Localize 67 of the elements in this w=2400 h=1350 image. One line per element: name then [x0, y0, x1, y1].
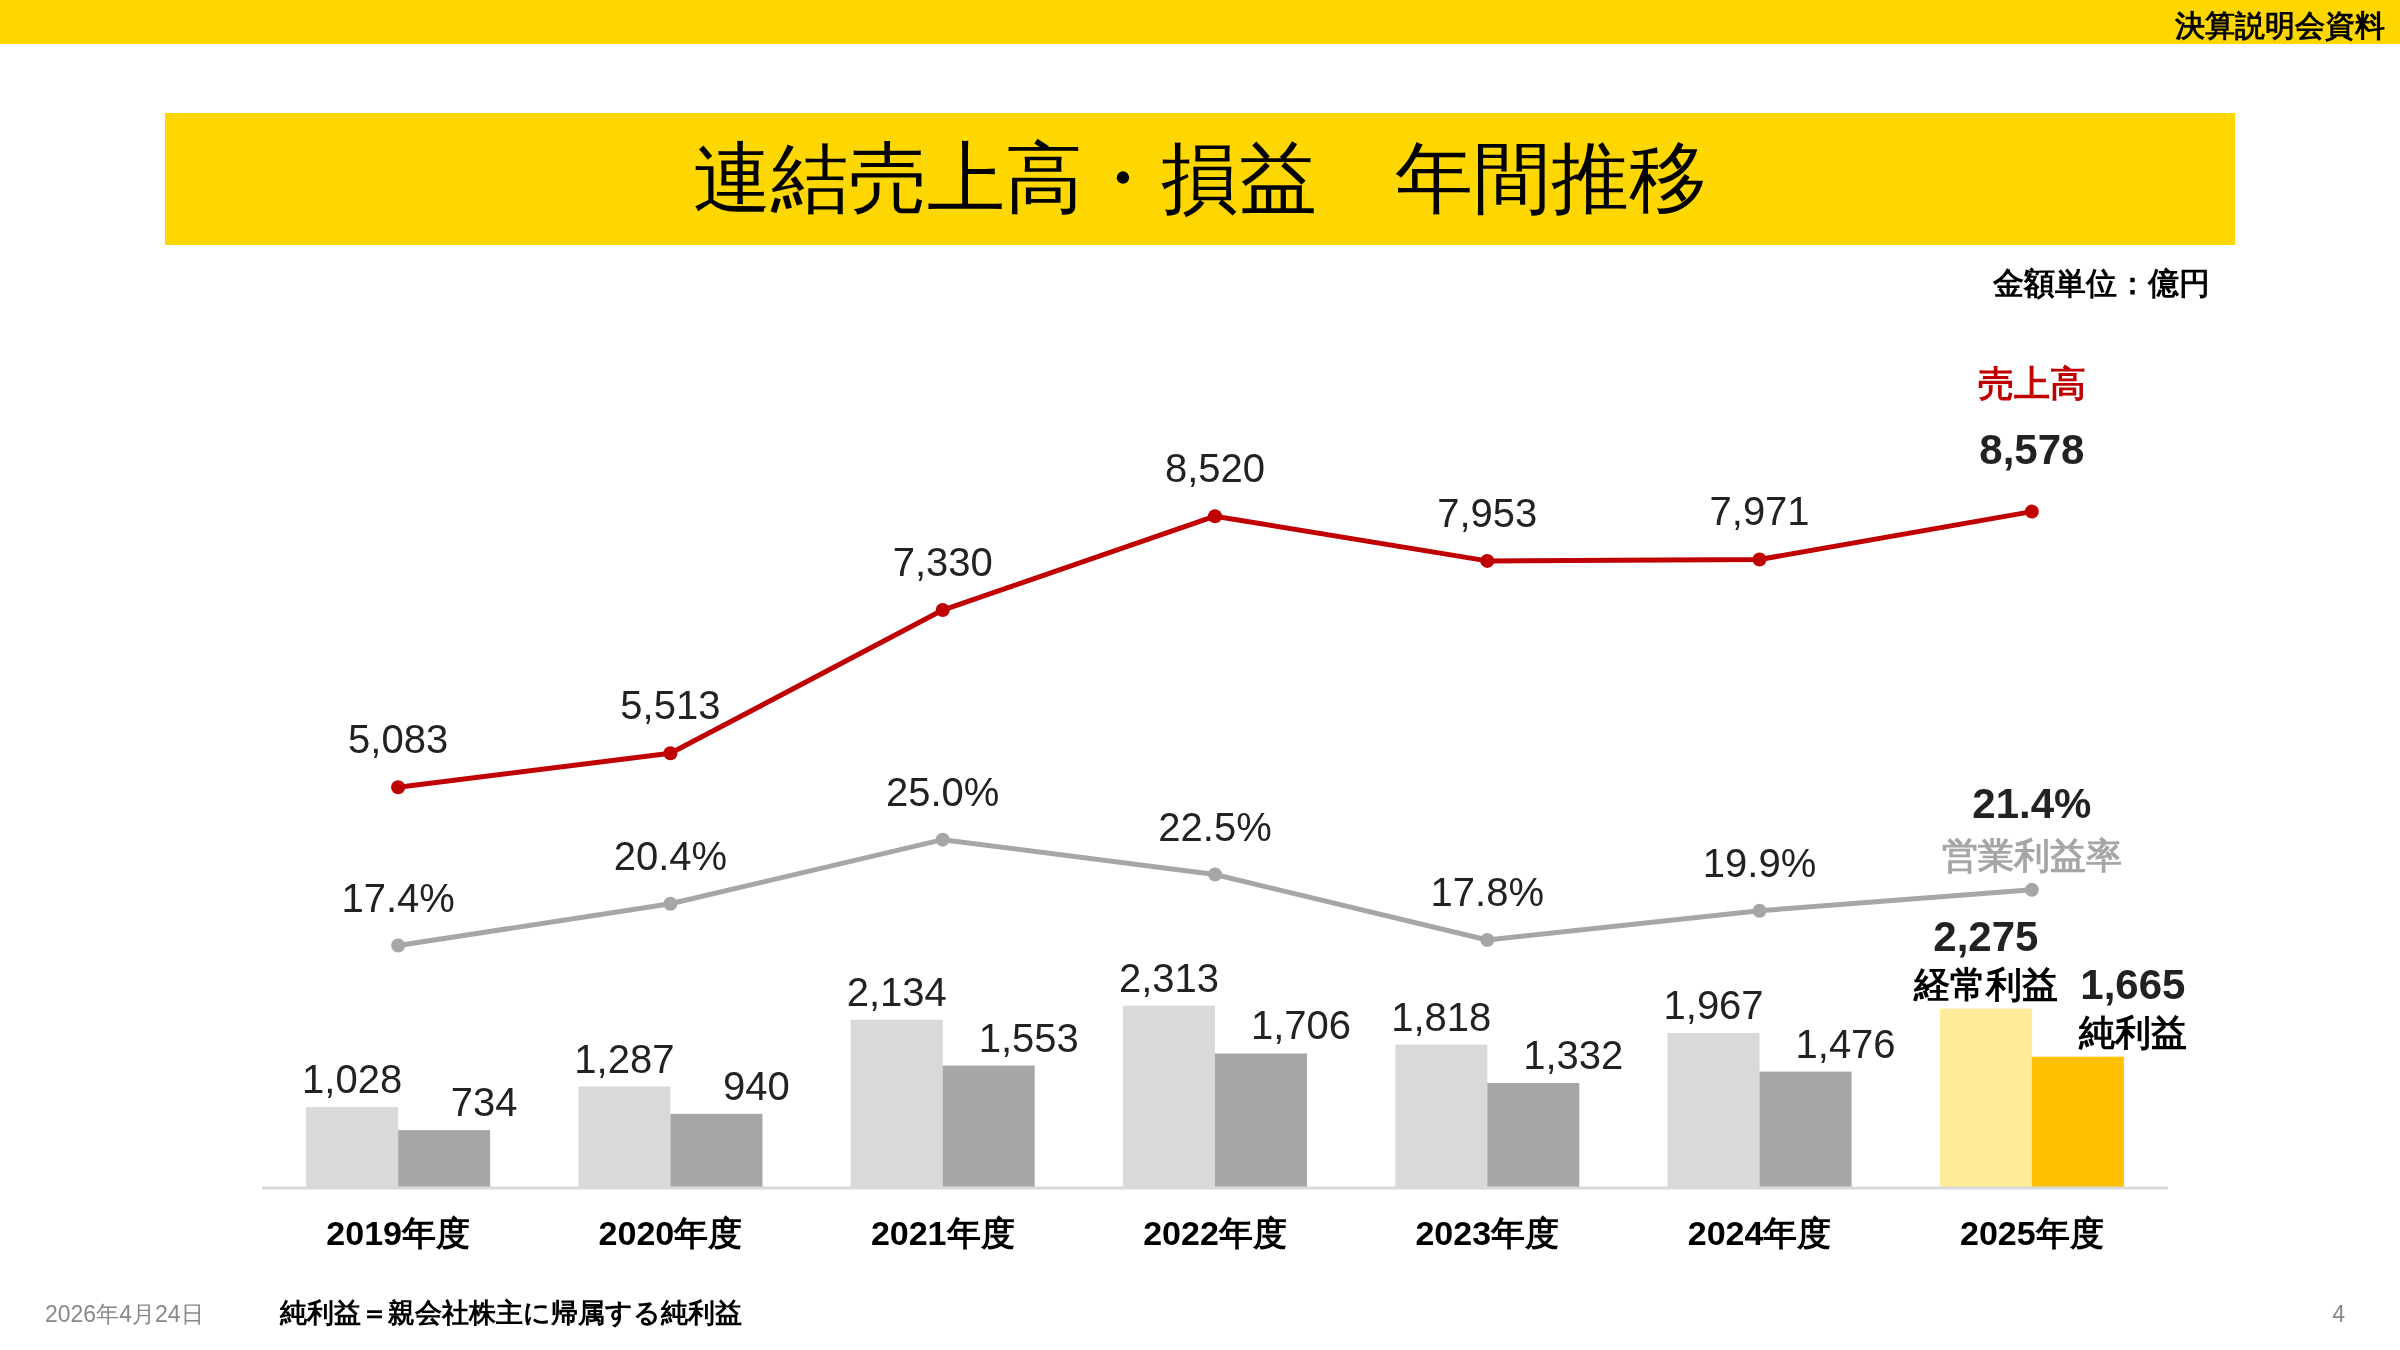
bar	[1759, 1071, 1852, 1188]
point	[935, 832, 950, 847]
text: 売上高	[1977, 362, 2086, 404]
point	[2024, 882, 2039, 897]
data-label: 2,275	[1933, 912, 2039, 960]
data-label: 17.8%	[1430, 869, 1544, 914]
x-tick-label: 2024年度	[1687, 1214, 1832, 1252]
data-label: 7,971	[1709, 489, 1810, 534]
point	[1480, 553, 1495, 568]
bar	[398, 1130, 491, 1188]
text: 純利益＝親会社株主に帰属する純利益	[279, 1298, 742, 1328]
point	[2024, 504, 2039, 519]
bar	[1939, 1008, 2032, 1188]
text: 4	[2332, 1301, 2346, 1327]
series-label: 経常利益	[1912, 963, 2058, 1005]
data-label: 1,287	[574, 1036, 675, 1081]
data-label: 5,083	[348, 717, 449, 762]
data-label: 1,332	[1523, 1032, 1624, 1077]
point	[663, 896, 678, 911]
point	[935, 603, 950, 618]
data-label: 2,134	[846, 969, 947, 1014]
x-tick-label: 2020年度	[598, 1214, 743, 1252]
data-label: 1,028	[302, 1056, 403, 1101]
x-tick-label: 2025年度	[1960, 1214, 2104, 1252]
bar	[942, 1065, 1035, 1188]
data-label: 17.4%	[341, 875, 455, 920]
data-label: 1,476	[1795, 1021, 1896, 1066]
bar	[1487, 1082, 1580, 1188]
x-tick-label: 2022年度	[1143, 1214, 1287, 1252]
bar	[670, 1113, 763, 1188]
point	[1752, 552, 1767, 567]
x-tick-label: 2023年度	[1415, 1214, 1560, 1252]
point	[1480, 932, 1495, 947]
data-label: 25.0%	[886, 769, 1000, 814]
data-label: 7,953	[1437, 490, 1538, 535]
data-label: 1,665	[2080, 960, 2186, 1008]
point	[1208, 509, 1222, 524]
bar	[1215, 1053, 1307, 1188]
series-label: 営業利益率	[1941, 834, 2122, 876]
data-label: 8,578	[1979, 425, 2085, 473]
text: 決算説明会資料	[2174, 9, 2385, 42]
data-label: 1,553	[978, 1015, 1079, 1060]
data-label: 7,330	[892, 540, 993, 585]
bar	[2031, 1056, 2124, 1188]
chart-title: 連結売上高・損益 年間推移	[693, 134, 1707, 222]
point	[663, 746, 678, 761]
x-tick-label: 2021年度	[870, 1214, 1015, 1252]
data-label: 734	[450, 1080, 518, 1125]
data-label: 20.4%	[613, 833, 728, 878]
data-label: 21.4%	[1972, 779, 2092, 827]
point	[1208, 867, 1222, 882]
data-label: 8,520	[1164, 446, 1266, 491]
data-label: 19.9%	[1702, 840, 1817, 885]
point	[391, 938, 406, 953]
text: 金額単位：億円	[1992, 266, 2210, 301]
data-label: 1,706	[1250, 1003, 1352, 1048]
text: 2026年4月24日	[45, 1301, 204, 1327]
data-label: 5,513	[620, 683, 721, 728]
point	[1752, 903, 1767, 918]
data-label: 22.5%	[1158, 804, 1272, 849]
x-tick-label: 2019年度	[326, 1214, 470, 1252]
data-label: 1,818	[1391, 994, 1492, 1039]
data-label: 2,313	[1118, 955, 1220, 1000]
series-label: 純利益	[2077, 1011, 2187, 1053]
point	[391, 780, 406, 795]
data-label: 940	[723, 1063, 790, 1108]
data-label: 1,967	[1663, 982, 1764, 1027]
